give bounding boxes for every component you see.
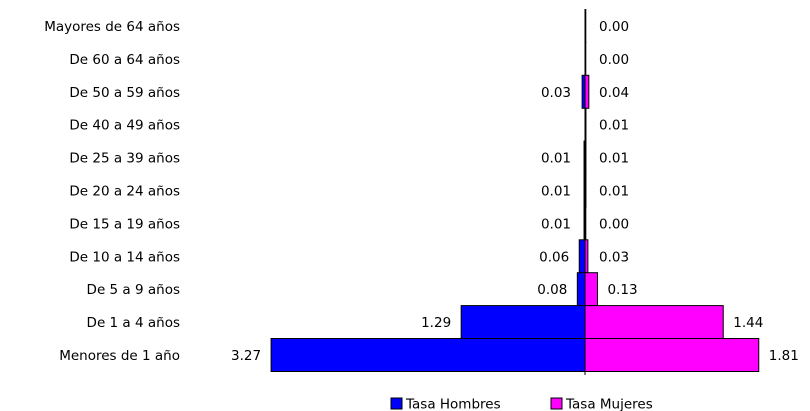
category-label-row-4: De 25 a 39 años <box>69 151 180 167</box>
category-label-row-3: De 40 a 49 años <box>69 118 180 134</box>
value-label-hombres-row-4: 0.01 <box>541 151 571 167</box>
category-label-row-1: De 60 a 64 años <box>69 52 180 68</box>
value-label-hombres-row-5: 0.01 <box>541 184 571 200</box>
value-label-hombres-row-2: 0.03 <box>541 85 571 101</box>
value-label-hombres-row-8: 0.08 <box>537 282 567 298</box>
legend-swatch-hombres <box>390 397 403 410</box>
value-label-mujeres-row-6: 0.00 <box>599 216 629 232</box>
value-label-mujeres-row-1: 0.00 <box>599 52 629 68</box>
bar-hombres-row-9 <box>460 305 586 340</box>
category-label-row-5: De 20 a 24 años <box>69 184 180 200</box>
value-label-hombres-row-7: 0.06 <box>539 249 569 265</box>
legend-swatch-mujeres <box>550 397 563 410</box>
value-label-mujeres-row-0: 0.00 <box>599 19 629 35</box>
bar-mujeres-row-10 <box>584 338 760 372</box>
value-label-mujeres-row-5: 0.01 <box>599 184 629 200</box>
legend-label-mujeres: Tasa Mujeres <box>565 397 653 411</box>
bars-layer <box>270 9 760 372</box>
value-label-mujeres-row-3: 0.01 <box>599 118 629 134</box>
value-label-mujeres-row-9: 1.44 <box>733 315 763 331</box>
category-label-row-8: De 5 a 9 años <box>87 282 180 298</box>
labels-layer: Mayores de 64 años 0.00 De 60 a 64 años 0.0… <box>44 19 799 364</box>
bar-mujeres-row-9 <box>584 305 724 340</box>
category-label-row-6: De 15 a 19 años <box>69 216 180 232</box>
value-label-mujeres-row-10: 1.81 <box>769 348 799 364</box>
category-label-row-9: De 1 a 4 años <box>87 315 180 331</box>
legend: Tasa Hombres Tasa Mujeres <box>390 397 653 411</box>
legend-label-hombres: Tasa Hombres <box>405 397 501 411</box>
value-label-hombres-row-6: 0.01 <box>541 216 571 232</box>
bar-hombres-row-7 <box>578 239 586 274</box>
category-label-row-2: De 50 a 59 años <box>69 85 180 101</box>
bar-mujeres-row-8 <box>584 272 598 307</box>
bar-mujeres-row-2 <box>584 74 590 109</box>
value-label-mujeres-row-4: 0.01 <box>599 151 629 167</box>
category-label-row-0: Mayores de 64 años <box>44 19 180 35</box>
bar-hombres-row-10 <box>270 338 586 372</box>
value-label-hombres-row-10: 3.27 <box>231 348 261 364</box>
value-label-mujeres-row-7: 0.03 <box>599 249 629 265</box>
value-label-hombres-row-9: 1.29 <box>421 315 451 331</box>
category-label-row-7: De 10 a 14 años <box>69 249 180 265</box>
bar-hombres-row-8 <box>576 272 586 307</box>
category-label-row-10: Menores de 1 año <box>59 348 180 364</box>
value-label-mujeres-row-8: 0.13 <box>607 282 637 298</box>
value-label-mujeres-row-2: 0.04 <box>599 85 629 101</box>
